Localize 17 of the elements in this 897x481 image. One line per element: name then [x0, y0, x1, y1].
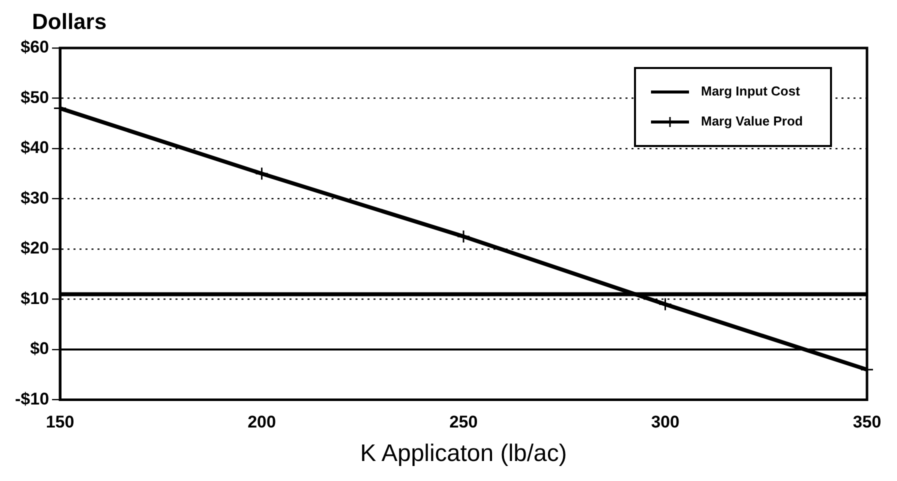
- y-tick-label: $10: [20, 288, 50, 308]
- x-axis-title: K Applicaton (lb/ac): [360, 440, 567, 468]
- x-tick-label: 150: [46, 412, 74, 432]
- y-tick-label: $60: [20, 38, 50, 57]
- y-tick-label: -$10: [14, 389, 50, 408]
- y-tick-label: $30: [20, 188, 50, 208]
- x-tick-label: 250: [449, 412, 478, 432]
- y-tick-label: $50: [20, 88, 50, 107]
- y-tick-label: $40: [20, 138, 50, 158]
- y-tick-label: $20: [20, 238, 50, 258]
- x-tick-label: 350: [852, 412, 882, 432]
- x-tick-label: 200: [248, 412, 276, 432]
- legend-label: Marg Input Cost: [701, 84, 801, 99]
- x-tick-label: 300: [651, 412, 680, 432]
- legend-label: Marg Value Prod: [701, 114, 803, 129]
- y-tick-label: $0: [30, 339, 50, 358]
- y-axis-title: Dollars: [32, 9, 107, 34]
